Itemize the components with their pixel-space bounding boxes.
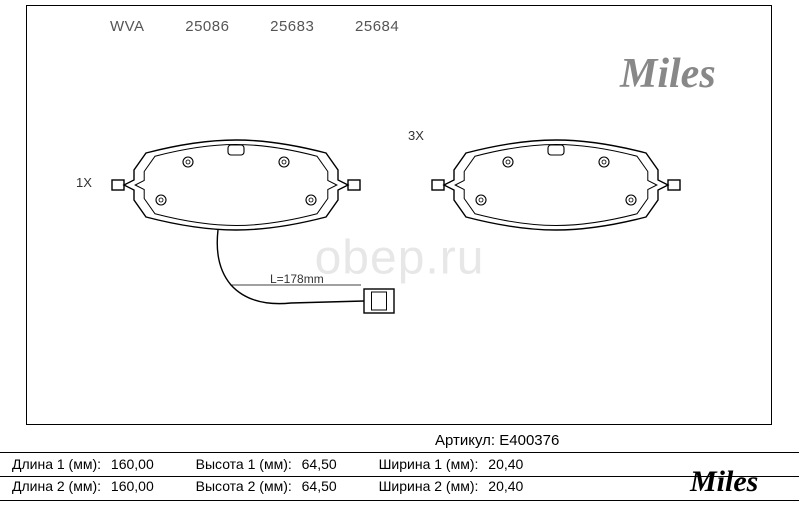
spec-table: Длина 1 (мм): 160,00 Высота 1 (мм): 64,5… — [12, 456, 561, 500]
spec-label: Длина 2 (мм): — [12, 478, 101, 494]
spec-label: Ширина 2 (мм): — [379, 478, 479, 494]
wire-length-label: L=178mm — [270, 272, 324, 286]
separator — [0, 500, 799, 501]
article-label: Артикул: — [435, 432, 495, 449]
qty-right: 3X — [408, 128, 424, 143]
spec-value: 64,50 — [302, 456, 337, 472]
separator — [0, 452, 799, 453]
spec-value: 20,40 — [488, 456, 523, 472]
brand-logo-bottom: Miles — [690, 465, 758, 499]
spec-label: Длина 1 (мм): — [12, 456, 101, 472]
article-line: Артикул: E400376 — [435, 432, 559, 449]
brake-pad-diagram — [26, 5, 772, 425]
spec-label: Высота 2 (мм): — [196, 478, 292, 494]
spec-value: 64,50 — [302, 478, 337, 494]
spec-value: 160,00 — [111, 478, 154, 494]
spec-row: Длина 1 (мм): 160,00 Высота 1 (мм): 64,5… — [12, 456, 561, 472]
spec-value: 20,40 — [488, 478, 523, 494]
spec-label: Высота 1 (мм): — [196, 456, 292, 472]
spec-label: Ширина 1 (мм): — [379, 456, 479, 472]
spec-value: 160,00 — [111, 456, 154, 472]
qty-left: 1X — [76, 175, 92, 190]
spec-row: Длина 2 (мм): 160,00 Высота 2 (мм): 64,5… — [12, 478, 561, 494]
article-value: E400376 — [499, 432, 559, 449]
